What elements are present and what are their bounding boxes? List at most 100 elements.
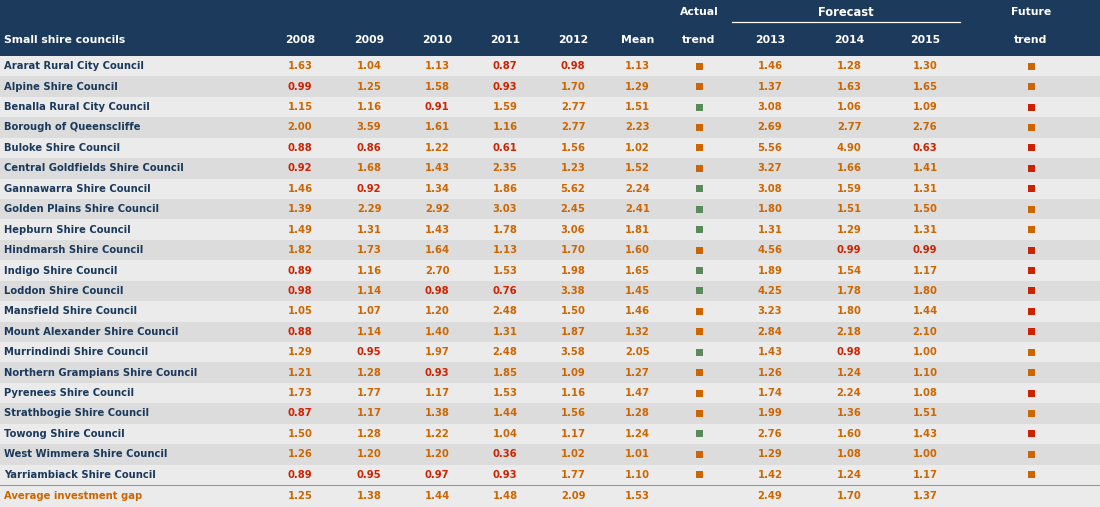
Bar <box>0 424 1100 444</box>
Text: 1.43: 1.43 <box>758 347 782 357</box>
Bar <box>695 83 703 90</box>
Text: 1.28: 1.28 <box>356 368 382 378</box>
Bar <box>0 464 1100 485</box>
Text: 0.93: 0.93 <box>493 470 517 480</box>
Text: 1.00: 1.00 <box>913 449 937 459</box>
Text: 2.09: 2.09 <box>561 491 585 501</box>
Text: 0.91: 0.91 <box>425 102 450 112</box>
Text: 3.06: 3.06 <box>561 225 585 235</box>
Text: 1.24: 1.24 <box>836 368 861 378</box>
Text: Ararat Rural City Council: Ararat Rural City Council <box>4 61 144 71</box>
Text: 1.17: 1.17 <box>561 429 585 439</box>
Text: 1.78: 1.78 <box>837 286 861 296</box>
Bar <box>1027 451 1034 458</box>
Text: 1.41: 1.41 <box>912 163 937 173</box>
Text: 0.98: 0.98 <box>425 286 449 296</box>
Bar <box>1027 267 1034 274</box>
Text: 1.64: 1.64 <box>425 245 450 255</box>
Text: 1.29: 1.29 <box>837 225 861 235</box>
Text: 1.21: 1.21 <box>287 368 312 378</box>
Text: 1.43: 1.43 <box>913 429 937 439</box>
Text: 1.39: 1.39 <box>287 204 312 214</box>
Text: 1.50: 1.50 <box>913 204 937 214</box>
Text: 2.10: 2.10 <box>913 327 937 337</box>
Bar <box>1027 185 1034 192</box>
Text: 1.28: 1.28 <box>837 61 861 71</box>
Bar <box>1027 349 1034 356</box>
Text: Central Goldfields Shire Council: Central Goldfields Shire Council <box>4 163 184 173</box>
Bar <box>0 281 1100 301</box>
Text: 0.98: 0.98 <box>561 61 585 71</box>
Text: 1.74: 1.74 <box>758 388 782 398</box>
Bar <box>695 103 703 111</box>
Text: Alpine Shire Council: Alpine Shire Council <box>4 82 118 92</box>
Bar <box>695 226 703 233</box>
Text: 2.49: 2.49 <box>758 491 782 501</box>
Bar <box>0 220 1100 240</box>
Text: Benalla Rural City Council: Benalla Rural City Council <box>4 102 150 112</box>
Bar <box>695 349 703 356</box>
Bar <box>1027 287 1034 295</box>
Text: Pyrenees Shire Council: Pyrenees Shire Council <box>4 388 134 398</box>
Bar <box>0 77 1100 97</box>
Text: 1.31: 1.31 <box>493 327 517 337</box>
Bar <box>695 410 703 417</box>
Text: 1.80: 1.80 <box>758 204 782 214</box>
Text: 1.24: 1.24 <box>625 429 650 439</box>
Text: 1.77: 1.77 <box>561 470 585 480</box>
Text: 1.50: 1.50 <box>287 429 312 439</box>
Text: 1.00: 1.00 <box>913 347 937 357</box>
Text: 1.06: 1.06 <box>837 102 861 112</box>
Text: 2.24: 2.24 <box>625 184 650 194</box>
Bar <box>0 158 1100 178</box>
Bar <box>1027 226 1034 233</box>
Text: Forecast: Forecast <box>818 6 873 18</box>
Text: 4.56: 4.56 <box>758 245 782 255</box>
Text: 0.36: 0.36 <box>493 449 517 459</box>
Text: 1.38: 1.38 <box>425 409 450 418</box>
Text: 1.09: 1.09 <box>913 102 937 112</box>
Text: Mansfield Shire Council: Mansfield Shire Council <box>4 306 138 316</box>
Text: 1.99: 1.99 <box>758 409 782 418</box>
Text: 1.86: 1.86 <box>493 184 517 194</box>
Text: 2.48: 2.48 <box>493 306 517 316</box>
Text: 1.09: 1.09 <box>561 368 585 378</box>
Text: 1.28: 1.28 <box>625 409 650 418</box>
Text: 0.98: 0.98 <box>837 347 861 357</box>
Text: Mean: Mean <box>620 35 654 45</box>
Bar <box>695 267 703 274</box>
Text: 1.53: 1.53 <box>493 388 517 398</box>
Text: 1.36: 1.36 <box>837 409 861 418</box>
Text: 1.54: 1.54 <box>836 266 861 275</box>
Text: 0.88: 0.88 <box>287 143 312 153</box>
Text: 0.87: 0.87 <box>493 61 517 71</box>
Text: Buloke Shire Council: Buloke Shire Council <box>4 143 120 153</box>
Text: 1.01: 1.01 <box>625 449 650 459</box>
Text: 0.99: 0.99 <box>288 82 312 92</box>
Text: 1.23: 1.23 <box>561 163 585 173</box>
Text: 2012: 2012 <box>558 35 589 45</box>
Text: 1.20: 1.20 <box>356 449 382 459</box>
Text: 2.69: 2.69 <box>758 123 782 132</box>
Text: 1.85: 1.85 <box>493 368 517 378</box>
Text: 1.89: 1.89 <box>758 266 782 275</box>
Text: 1.17: 1.17 <box>425 388 450 398</box>
Text: 3.59: 3.59 <box>356 123 382 132</box>
Text: Loddon Shire Council: Loddon Shire Council <box>4 286 123 296</box>
Bar <box>1027 430 1034 438</box>
Text: 1.31: 1.31 <box>913 184 937 194</box>
Text: 1.29: 1.29 <box>758 449 782 459</box>
Text: 1.98: 1.98 <box>561 266 585 275</box>
Text: 1.17: 1.17 <box>356 409 382 418</box>
Text: trend: trend <box>682 35 716 45</box>
Bar <box>1027 103 1034 111</box>
Text: 1.20: 1.20 <box>425 306 450 316</box>
Text: 1.50: 1.50 <box>561 306 585 316</box>
Bar <box>695 451 703 458</box>
Text: 1.68: 1.68 <box>356 163 382 173</box>
Text: 1.14: 1.14 <box>356 327 382 337</box>
Text: Strathbogie Shire Council: Strathbogie Shire Council <box>4 409 148 418</box>
Text: Gannawarra Shire Council: Gannawarra Shire Council <box>4 184 151 194</box>
Text: 2013: 2013 <box>755 35 785 45</box>
Text: 5.56: 5.56 <box>758 143 782 153</box>
